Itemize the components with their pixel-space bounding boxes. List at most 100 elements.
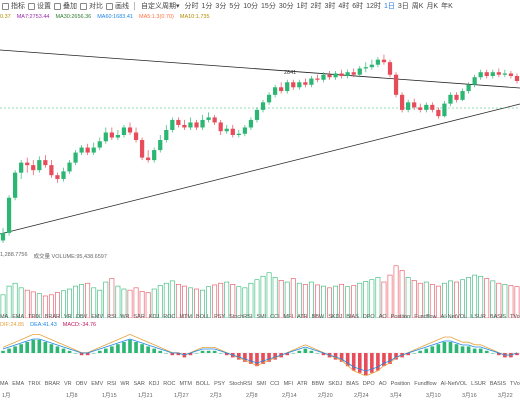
macd-bar bbox=[110, 346, 114, 353]
indicator-tab[interactable]: BOLL bbox=[195, 314, 211, 320]
indicator-tab[interactable]: ROC bbox=[163, 381, 176, 387]
period-tab[interactable]: 6时 bbox=[352, 3, 364, 10]
candle-body bbox=[333, 73, 338, 78]
candle-body bbox=[49, 165, 54, 176]
indicator-tab[interactable]: StochRSI bbox=[229, 314, 253, 320]
indicator-tab[interactable]: ATR bbox=[297, 314, 308, 320]
indicator-tab[interactable]: Fundflow bbox=[414, 314, 437, 320]
indicator-tab[interactable]: BRAR bbox=[44, 314, 60, 320]
indicator-tab[interactable]: TVolume bbox=[510, 381, 520, 387]
indicator-tab[interactable]: TRIX bbox=[28, 381, 41, 387]
indicator-tab[interactable]: BBW bbox=[311, 314, 325, 320]
indicator-tab[interactable]: AI-NetVOL bbox=[440, 381, 468, 387]
period-tab[interactable]: 15分 bbox=[261, 3, 276, 10]
indicator-tab[interactable]: BIAS bbox=[346, 381, 359, 387]
indicator-tab[interactable]: VR bbox=[63, 381, 72, 387]
period-tab[interactable]: 1时 bbox=[296, 3, 308, 10]
indicator-tab[interactable]: StochRSI bbox=[229, 381, 253, 387]
trendline-lower[interactable] bbox=[0, 103, 520, 235]
compare-button[interactable]: 对比 bbox=[80, 1, 103, 11]
indicator-tab[interactable]: MFI bbox=[283, 381, 294, 387]
indicator-tab[interactable]: SMI bbox=[256, 381, 267, 387]
period-tab[interactable]: 周K bbox=[411, 3, 424, 10]
indicator-tab[interactable]: LSUR bbox=[471, 314, 486, 320]
indicator-tab[interactable]: CCI bbox=[270, 381, 280, 387]
indicator-tab[interactable]: RSI bbox=[107, 381, 117, 387]
indicator-tab[interactable]: BASIS bbox=[489, 381, 507, 387]
volume-chart[interactable] bbox=[0, 258, 520, 318]
indicator-tab[interactable]: ATR bbox=[297, 381, 308, 387]
indicator-tab[interactable]: BBW bbox=[311, 381, 325, 387]
indicator-tab[interactable]: DPO bbox=[362, 381, 375, 387]
indicator-tab[interactable]: MTM bbox=[179, 381, 192, 387]
indicator-tab[interactable]: EMV bbox=[91, 314, 104, 320]
drawing-button[interactable]: 画线 bbox=[106, 1, 129, 11]
macd-chart[interactable] bbox=[0, 328, 520, 378]
period-tab[interactable]: 10分 bbox=[243, 3, 259, 10]
indicator-tab[interactable]: ROC bbox=[163, 314, 176, 320]
indicator-tab[interactable]: SKDJ bbox=[328, 381, 343, 387]
indicator-tab[interactable]: VR bbox=[63, 314, 72, 320]
indicator-tab[interactable]: CCI bbox=[270, 314, 280, 320]
indicator-tab[interactable]: RSI bbox=[107, 314, 117, 320]
indicator-tab[interactable]: KDJ bbox=[148, 314, 160, 320]
overlay-button[interactable]: 叠加 bbox=[54, 1, 77, 11]
indicator-tab[interactable]: EMV bbox=[91, 381, 104, 387]
period-tab[interactable]: 月K bbox=[426, 3, 439, 10]
indicator-tab[interactable]: AI-NetVOL bbox=[440, 314, 468, 320]
candle-body bbox=[182, 124, 187, 128]
date-tick-label: 1月27 bbox=[174, 393, 189, 399]
indicator-tab[interactable]: BOLL bbox=[195, 381, 211, 387]
indicator-tab[interactable]: WR bbox=[120, 314, 130, 320]
custom-period-dropdown[interactable]: 自定义周期▾ bbox=[141, 3, 180, 10]
period-tab[interactable]: 2时 bbox=[310, 3, 322, 10]
period-tab[interactable]: 年K bbox=[441, 3, 453, 10]
indicator-tab[interactable]: OBV bbox=[75, 314, 88, 320]
candlestick-chart[interactable]: 2841 bbox=[0, 22, 520, 248]
period-tab[interactable]: 5分 bbox=[229, 3, 241, 10]
indicator-tab[interactable]: SAR bbox=[133, 381, 145, 387]
indicator-tab[interactable]: AO bbox=[378, 381, 387, 387]
period-tab[interactable]: 1日 bbox=[383, 3, 395, 10]
volume-value: 1,288.7756 bbox=[0, 252, 28, 258]
indicator-tab[interactable]: EMA bbox=[12, 381, 25, 387]
candle-body bbox=[103, 132, 108, 142]
macd-bar bbox=[515, 353, 519, 356]
period-tab[interactable]: 3时 bbox=[324, 3, 336, 10]
indicator-tab[interactable]: MA bbox=[0, 314, 9, 320]
settings-button[interactable]: 设置 bbox=[28, 1, 51, 11]
indicator-tab[interactable]: TVolume bbox=[510, 314, 520, 320]
indicator-tab[interactable]: BRAR bbox=[44, 381, 60, 387]
period-tab[interactable]: 3日 bbox=[397, 3, 409, 10]
indicator-tab[interactable]: SMI bbox=[256, 314, 267, 320]
indicator-tab[interactable]: KDJ bbox=[148, 381, 160, 387]
period-tab[interactable]: 1分 bbox=[201, 3, 213, 10]
indicator-tab[interactable]: TRIX bbox=[28, 314, 41, 320]
indicator-tab[interactable]: AO bbox=[378, 314, 387, 320]
indicator-tab[interactable]: EMA bbox=[12, 314, 25, 320]
indicator-tab[interactable]: Position bbox=[390, 314, 411, 320]
trendline-upper[interactable] bbox=[0, 49, 520, 89]
indicator-tab[interactable]: PSY bbox=[214, 381, 226, 387]
indicator-tab[interactable]: WR bbox=[120, 381, 130, 387]
indicator-tab[interactable]: SKDJ bbox=[328, 314, 343, 320]
indicator-tab[interactable]: Position bbox=[390, 381, 411, 387]
indicator-tab[interactable]: MTM bbox=[179, 314, 192, 320]
indicator-tab[interactable]: DPO bbox=[362, 314, 375, 320]
candle-body bbox=[351, 72, 356, 75]
indicator-tab[interactable]: SAR bbox=[133, 314, 145, 320]
period-tab[interactable]: 分时 bbox=[184, 3, 199, 10]
indicator-tab[interactable]: OBV bbox=[75, 381, 88, 387]
indicator-tab[interactable]: BASIS bbox=[489, 314, 507, 320]
indicator-button[interactable]: 指标 bbox=[2, 1, 25, 11]
period-tab[interactable]: 4时 bbox=[338, 3, 350, 10]
period-tab[interactable]: 30分 bbox=[278, 3, 294, 10]
indicator-tab[interactable]: MA bbox=[0, 381, 9, 387]
indicator-tab[interactable]: BIAS bbox=[346, 314, 359, 320]
indicator-tab[interactable]: MFI bbox=[283, 314, 294, 320]
indicator-tab[interactable]: PSY bbox=[214, 314, 226, 320]
period-tab[interactable]: 3分 bbox=[215, 3, 227, 10]
period-tab[interactable]: 12时 bbox=[366, 3, 381, 10]
indicator-tab[interactable]: Fundflow bbox=[414, 381, 437, 387]
indicator-tab[interactable]: LSUR bbox=[471, 381, 486, 387]
